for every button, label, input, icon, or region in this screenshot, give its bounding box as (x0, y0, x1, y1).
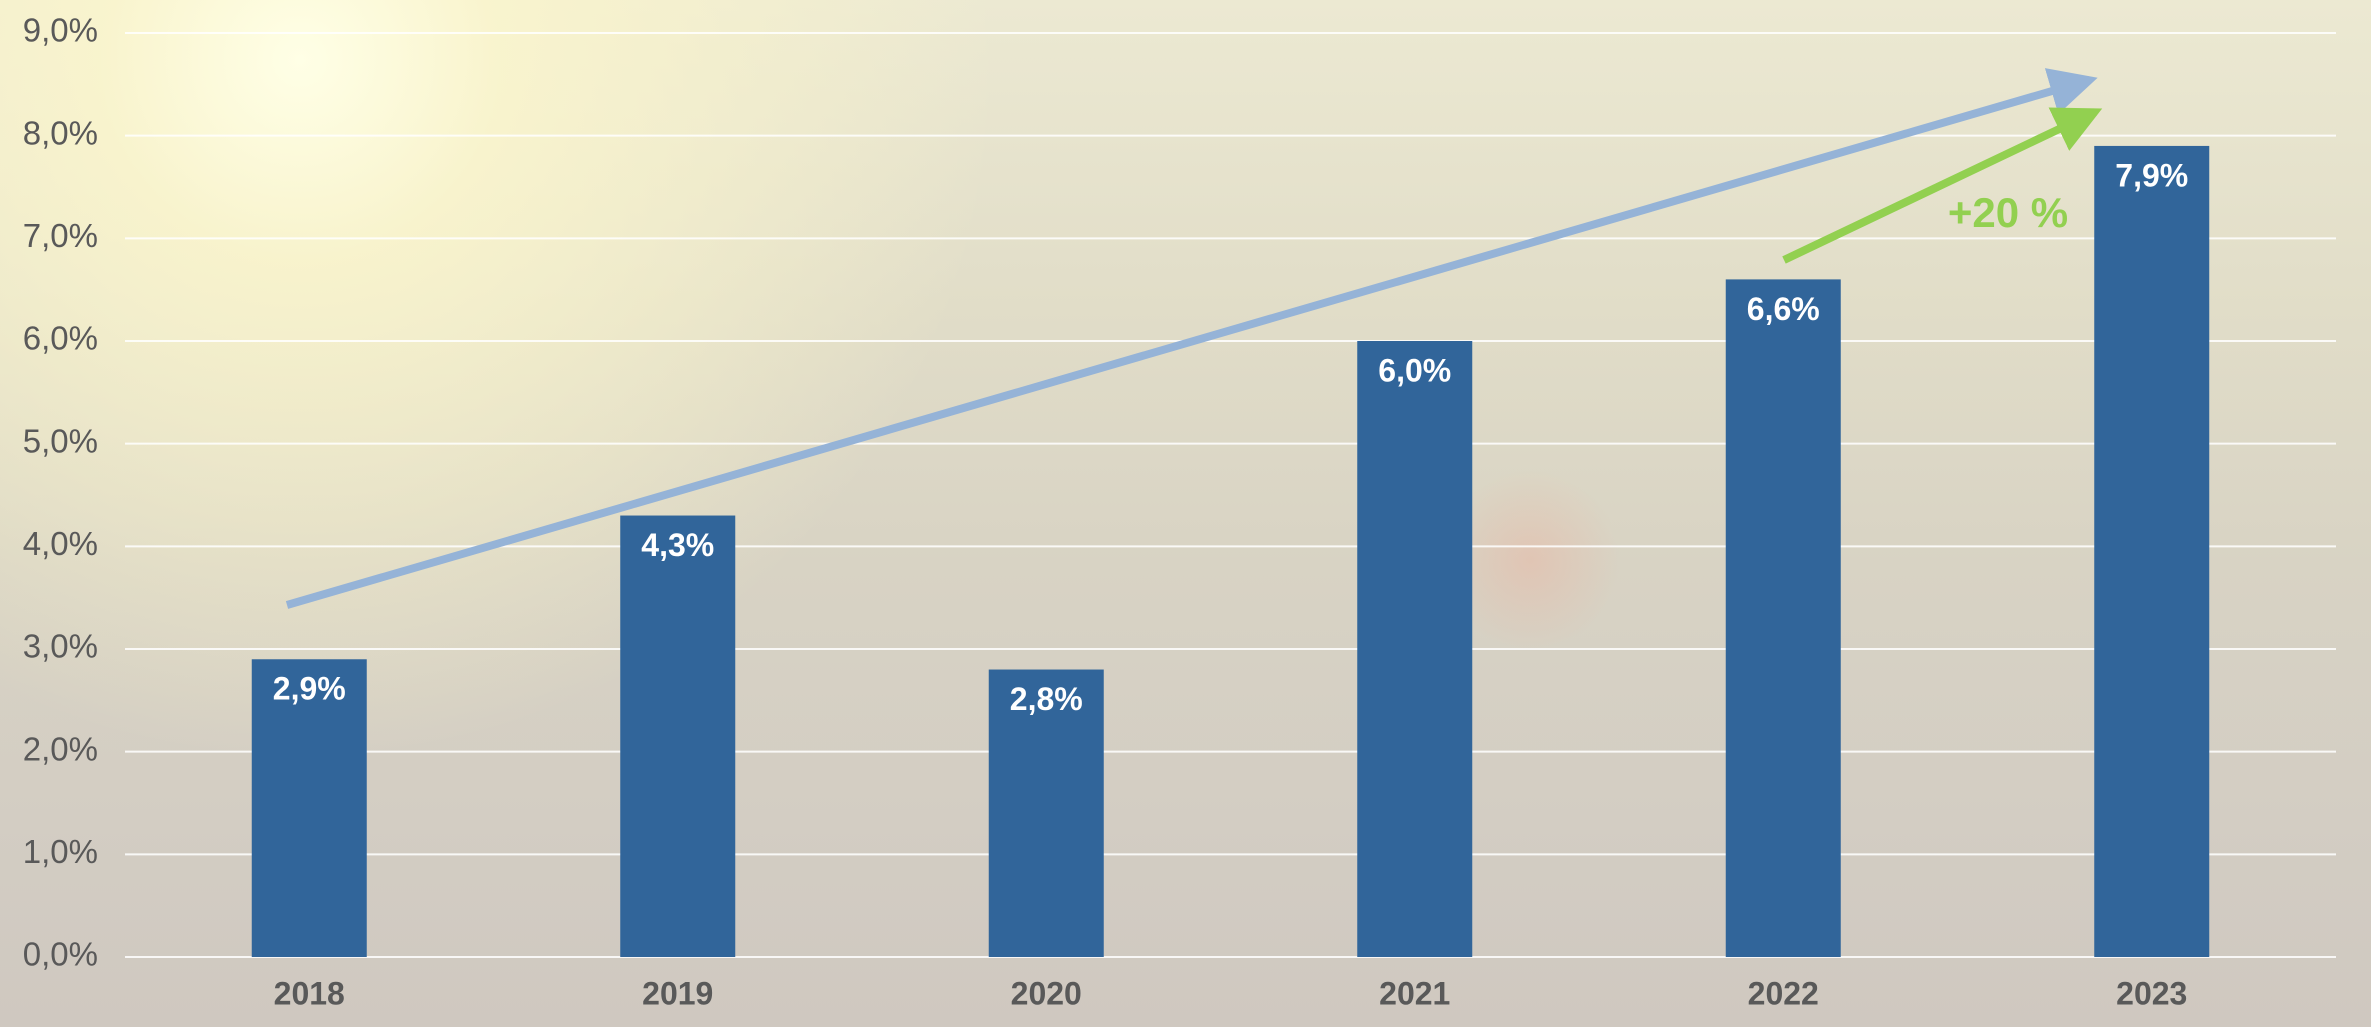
bar (1726, 279, 1841, 957)
bar (620, 516, 735, 957)
y-tick-label: 3,0% (23, 628, 98, 665)
bar (1357, 341, 1472, 957)
y-tick-label: 2,0% (23, 730, 98, 767)
grid: 0,0% 1,0% 2,0% 3,0% 4,0% 5,0% 6,0% 7,0% 8,0% 9,0% (23, 12, 2336, 973)
bar (2094, 146, 2209, 957)
annotation: +20 % (1948, 189, 2068, 236)
y-tick-label: 0,0% (23, 936, 98, 973)
y-tick-label: 7,0% (23, 217, 98, 254)
y-tick-label: 5,0% (23, 422, 98, 459)
x-tick-label: 2019 (642, 975, 713, 1011)
x-tick-label: 2020 (1011, 975, 1082, 1011)
value-label: 2,9% (273, 671, 346, 707)
page: 0,0% 1,0% 2,0% 3,0% 4,0% 5,0% 6,0% 7,0% 8,0% 9,0%… (0, 0, 2371, 1027)
y-tick-label: 9,0% (23, 12, 98, 49)
x-tick-label: 2018 (274, 975, 345, 1011)
x-tick-label: 2022 (1748, 975, 1819, 1011)
value-label: 2,8% (1010, 681, 1083, 717)
x-tick-label: 2023 (2116, 975, 2187, 1011)
y-tick-label: 8,0% (23, 114, 98, 151)
chart: 0,0% 1,0% 2,0% 3,0% 4,0% 5,0% 6,0% 7,0% 8,0% 9,0%… (0, 0, 2371, 1027)
value-label: 6,6% (1747, 291, 1820, 327)
value-label: 7,9% (2115, 157, 2188, 193)
x-tick-label: 2021 (1379, 975, 1450, 1011)
y-tick-label: 4,0% (23, 525, 98, 562)
value-label: 4,3% (641, 527, 714, 563)
y-tick-label: 1,0% (23, 833, 98, 870)
bars: 2018 2,9% 2019 4,3% 2020 2,8% 2021 6,0% 2022 6,6%… (252, 146, 2210, 1012)
y-tick-label: 6,0% (23, 320, 98, 357)
value-label: 6,0% (1378, 352, 1451, 388)
